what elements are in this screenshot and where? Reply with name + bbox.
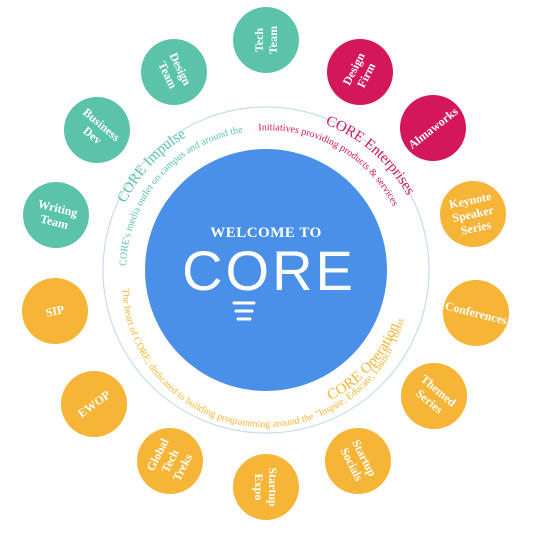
node-startup-socials[interactable]: StartupSocials (325, 428, 391, 494)
center-core-logo: CORE (182, 239, 356, 302)
node-label-line: Expo (252, 474, 266, 501)
node-startup-expo[interactable]: StartupExpo (233, 454, 299, 520)
lightbulb-icon (232, 301, 256, 321)
outer-ring (102, 106, 430, 434)
node-business-dev[interactable]: BusinessDev (64, 97, 130, 163)
svg-text:SIP: SIP (44, 302, 65, 320)
node-keynote-speaker-series[interactable]: KeynoteSpeakerSeries (440, 181, 506, 247)
node-label-line: Startup (266, 467, 280, 507)
node-writing-team[interactable]: WritingTeam (23, 182, 89, 248)
node-label-line: Series (459, 218, 492, 238)
center-circle (145, 149, 387, 391)
node-design-firm[interactable]: DesignFirm (327, 39, 393, 105)
node-design-team[interactable]: DesignTeam (141, 39, 207, 105)
node-almaworks[interactable]: Almaworks (400, 95, 466, 161)
node-sip[interactable]: SIP (22, 278, 88, 344)
node-global-tech-treks[interactable]: GlobalTechTreks (137, 428, 203, 494)
node-label-line: Tech (252, 28, 266, 53)
node-label-line: SIP (44, 302, 65, 320)
node-label-line: Team (39, 212, 70, 232)
node-ewop[interactable]: EWOP (61, 371, 127, 437)
svg-text:StartupExpo: StartupExpo (252, 467, 280, 507)
svg-text:TechTeam: TechTeam (252, 26, 280, 54)
svg-text:KeynoteSpeakerSeries: KeynoteSpeakerSeries (448, 189, 499, 239)
node-conferences[interactable]: Conferences (443, 280, 509, 346)
node-themed-series[interactable]: ThemedSeries (401, 363, 467, 429)
node-label-line: Team (266, 26, 280, 54)
node-tech-team[interactable]: TechTeam (233, 7, 299, 73)
center-welcome-text: WELCOME TO (210, 225, 322, 241)
